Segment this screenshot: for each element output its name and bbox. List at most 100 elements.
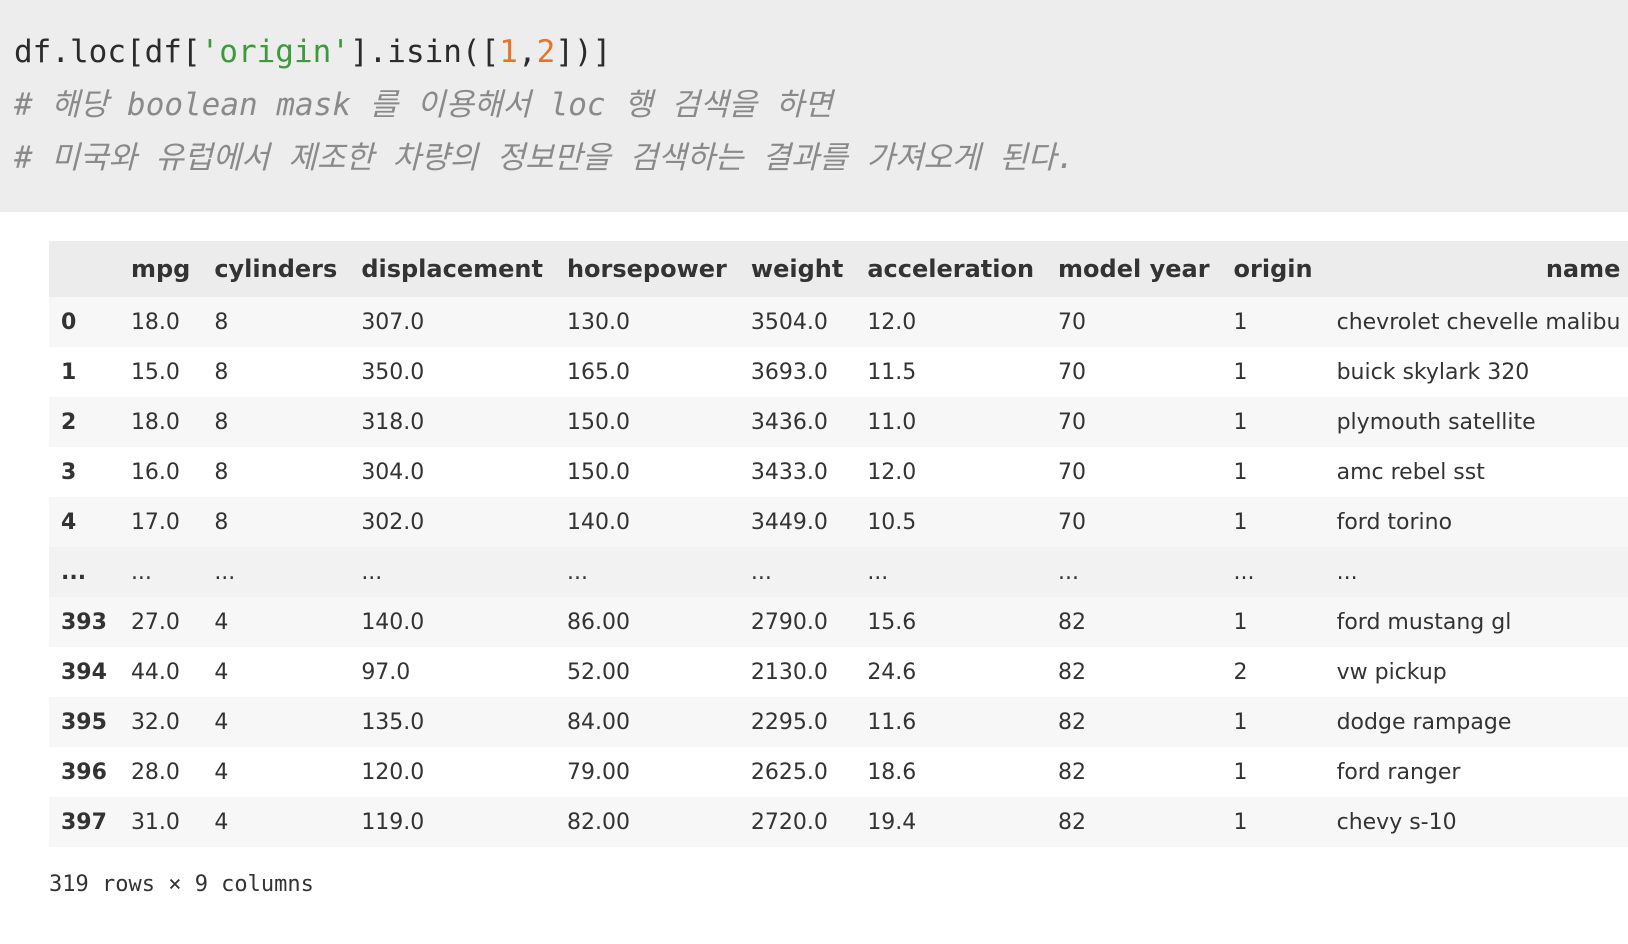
row-index: 397	[61, 809, 107, 835]
code-comment-line-2: # 미국와 유럽에서 제조한 차량의 정보만을 검색하는 결과를 가져오게 된다…	[14, 140, 1075, 176]
table-cell: 82	[1058, 809, 1087, 835]
table-cell: ...	[1058, 559, 1080, 585]
table-cell: 11.5	[867, 359, 917, 385]
table-cell: 31.0	[130, 809, 180, 835]
code-token: ].isin([	[349, 34, 500, 70]
table-cell: 130.0	[566, 309, 630, 335]
table-cell: 8	[214, 409, 229, 435]
table-cell: 27.0	[130, 609, 180, 635]
table-cell: 16.0	[130, 459, 180, 485]
table-cell: 15.0	[130, 359, 180, 385]
table-cell: 18.0	[130, 409, 180, 435]
table-cell: 4	[214, 609, 229, 635]
table-cell: plymouth satellite	[1336, 409, 1536, 435]
table-cell: 3693.0	[750, 359, 828, 385]
row-index: 0	[61, 309, 77, 335]
column-header: displacement	[349, 241, 555, 297]
row-index: 395	[61, 709, 107, 735]
table-cell: 11.0	[867, 409, 917, 435]
column-header: origin	[1221, 241, 1325, 297]
table-cell: 82	[1058, 759, 1087, 785]
row-index: 394	[61, 659, 107, 685]
table-cell: buick skylark 320	[1336, 359, 1530, 385]
code-string-token: 'origin'	[200, 34, 350, 70]
table-cell: 140.0	[566, 509, 630, 535]
code-token: ])]	[555, 34, 612, 70]
column-header: acceleration	[855, 241, 1047, 297]
table-cell: 19.4	[867, 809, 917, 835]
table-cell: 12.0	[867, 309, 917, 335]
table-cell: 1	[1233, 809, 1248, 835]
table-cell: 11.6	[867, 709, 917, 735]
table-cell: 86.00	[566, 609, 630, 635]
table-header: mpg cylinders displacement horsepower weight…	[49, 241, 1628, 297]
table-cell: 318.0	[361, 409, 425, 435]
table-cell: 12.0	[867, 459, 917, 485]
code-cell[interactable]: df.loc[df['origin'].isin([1,2])] # 해당 bo…	[0, 0, 1628, 212]
table-cell: 52.00	[566, 659, 630, 685]
table-cell: 2720.0	[750, 809, 828, 835]
table-cell: 4	[214, 709, 229, 735]
table-cell: 82	[1058, 609, 1087, 635]
table-cell: 140.0	[361, 609, 425, 635]
column-header: name	[1324, 241, 1628, 297]
cell-output: mpg cylinders displacement horsepower weight…	[49, 241, 1628, 847]
table-cell: 70	[1058, 459, 1087, 485]
table-cell: 2625.0	[750, 759, 828, 785]
table-cell: ...	[1233, 559, 1255, 585]
table-cell: 79.00	[566, 759, 630, 785]
table-cell: 119.0	[361, 809, 425, 835]
table-cell: 28.0	[130, 759, 180, 785]
table-row: 4 17.0 8 302.0 140.0 3449.0 10.5 70 1 ford torino	[49, 497, 1628, 547]
row-index: ...	[61, 559, 87, 585]
table-cell: 1	[1233, 359, 1248, 385]
table-cell: ...	[566, 559, 588, 585]
ellipsis-row: ..............................	[49, 547, 1628, 597]
table-cell: 150.0	[566, 409, 630, 435]
table-cell: 1	[1233, 759, 1248, 785]
table-cell: 307.0	[361, 309, 425, 335]
column-header: mpg	[118, 241, 203, 297]
dataframe-table: mpg cylinders displacement horsepower weight…	[49, 241, 1628, 847]
table-cell: 2790.0	[750, 609, 828, 635]
column-header: cylinders	[202, 241, 350, 297]
column-header: weight	[738, 241, 856, 297]
table-cell: 15.6	[867, 609, 917, 635]
table-cell: 82.00	[566, 809, 630, 835]
code-number-token: 1	[499, 34, 518, 70]
table-cell: 1	[1233, 459, 1248, 485]
dataframe-shape-text: 319 rows × 9 columns	[49, 872, 314, 897]
table-cell: 1	[1233, 509, 1248, 535]
table-cell: 44.0	[130, 659, 180, 685]
table-cell: 82	[1058, 659, 1087, 685]
table-cell: 2130.0	[750, 659, 828, 685]
row-index: 3	[61, 459, 77, 485]
table-cell: vw pickup	[1336, 659, 1447, 685]
header-row: mpg cylinders displacement horsepower weight…	[49, 241, 1628, 297]
table-cell: 32.0	[130, 709, 180, 735]
column-header: model year	[1046, 241, 1222, 297]
table-cell: 8	[214, 459, 229, 485]
table-cell: 18.6	[867, 759, 917, 785]
table-cell: 1	[1233, 409, 1248, 435]
table-cell: ...	[867, 559, 889, 585]
table-row: 1 15.0 8 350.0 165.0 3693.0 11.5 70 1 buick skyla…	[49, 347, 1628, 397]
table-cell: 84.00	[566, 709, 630, 735]
row-index: 1	[61, 359, 77, 385]
table-cell: 4	[214, 759, 229, 785]
table-cell: 8	[214, 309, 229, 335]
table-cell: ford torino	[1336, 509, 1453, 535]
table-cell: ...	[361, 559, 383, 585]
table-cell: 4	[214, 659, 229, 685]
table-cell: ford mustang gl	[1336, 609, 1512, 635]
table-cell: chevy s-10	[1336, 809, 1457, 835]
table-cell: 302.0	[361, 509, 425, 535]
table-cell: 1	[1233, 609, 1248, 635]
table-cell: 70	[1058, 509, 1087, 535]
table-cell: 8	[214, 509, 229, 535]
table-cell: 4	[214, 809, 229, 835]
table-row: 396 28.0 4 120.0 79.00 2625.0 18.6 82 1 ford rang…	[49, 747, 1628, 797]
column-header: horsepower	[554, 241, 739, 297]
table-cell: 150.0	[566, 459, 630, 485]
table-row: 393 27.0 4 140.0 86.00 2790.0 15.6 82 1 ford must…	[49, 597, 1628, 647]
